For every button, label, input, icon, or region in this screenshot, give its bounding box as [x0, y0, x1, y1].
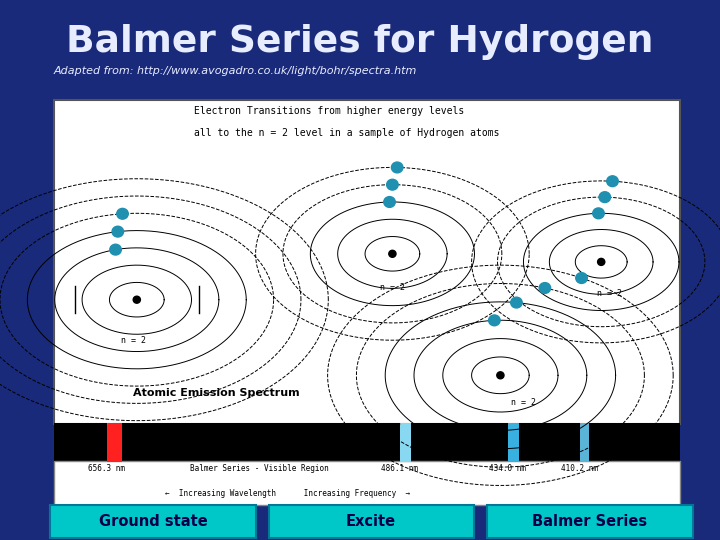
Text: 486.1 nm: 486.1 nm — [381, 464, 418, 474]
Text: Electron Transitions from higher energy levels: Electron Transitions from higher energy … — [194, 106, 464, 117]
Bar — [54, 100, 680, 424]
Text: n = 2: n = 2 — [121, 336, 145, 345]
Text: Balmer Series - Visible Region: Balmer Series - Visible Region — [190, 464, 328, 474]
Ellipse shape — [576, 273, 588, 284]
Ellipse shape — [539, 282, 551, 293]
Text: 656.3 nm: 656.3 nm — [88, 464, 125, 474]
Bar — [107, 423, 122, 462]
Bar — [508, 423, 519, 462]
Text: Adapted from: http://www.avogadro.co.uk/light/bohr/spectra.htm: Adapted from: http://www.avogadro.co.uk/… — [54, 66, 418, 76]
Text: n = 2: n = 2 — [380, 283, 405, 292]
Text: all to the n = 2 level in a sample of Hydrogen atoms: all to the n = 2 level in a sample of Hy… — [194, 128, 500, 138]
Bar — [54, 461, 680, 505]
Text: 434.0 nm: 434.0 nm — [489, 464, 526, 474]
Bar — [400, 423, 411, 462]
Ellipse shape — [117, 208, 128, 219]
Ellipse shape — [387, 179, 398, 190]
Text: Atomic Emission Spectrum: Atomic Emission Spectrum — [132, 388, 300, 398]
FancyBboxPatch shape — [269, 505, 474, 538]
Text: ←  Increasing Wavelength      Increasing Frequency  →: ← Increasing Wavelength Increasing Frequ… — [166, 489, 410, 497]
Text: n = 2: n = 2 — [598, 289, 622, 298]
Bar — [54, 423, 680, 462]
Text: Balmer Series for Hydrogen: Balmer Series for Hydrogen — [66, 24, 654, 60]
Text: Ground state: Ground state — [99, 514, 207, 529]
Text: n = 2: n = 2 — [511, 398, 536, 407]
Text: Excite: Excite — [346, 514, 396, 529]
Ellipse shape — [489, 315, 500, 326]
Ellipse shape — [598, 258, 605, 265]
Ellipse shape — [510, 297, 522, 308]
Ellipse shape — [599, 192, 611, 202]
Ellipse shape — [389, 251, 396, 258]
Ellipse shape — [384, 197, 395, 207]
FancyBboxPatch shape — [487, 505, 693, 538]
FancyBboxPatch shape — [50, 505, 256, 538]
Text: Balmer Series: Balmer Series — [533, 514, 647, 529]
Ellipse shape — [593, 208, 604, 219]
Ellipse shape — [497, 372, 504, 379]
Ellipse shape — [133, 296, 140, 303]
Ellipse shape — [392, 162, 403, 173]
Bar — [580, 423, 589, 462]
Ellipse shape — [607, 176, 618, 187]
Ellipse shape — [109, 244, 121, 255]
Ellipse shape — [112, 226, 124, 237]
Text: 410.2 nm: 410.2 nm — [561, 464, 598, 474]
